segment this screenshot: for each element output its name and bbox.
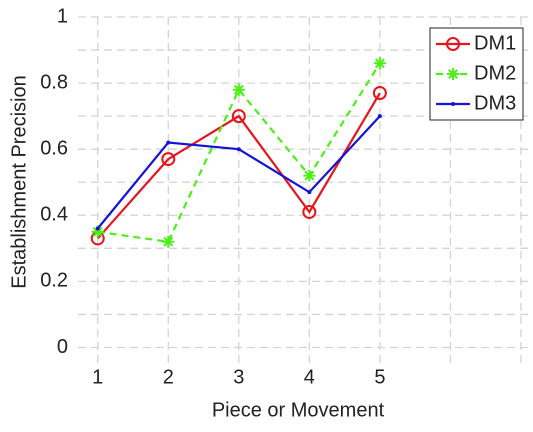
legend-label: DM1: [474, 32, 516, 54]
marker: [307, 190, 312, 195]
y-tick-label: 0.8: [40, 71, 68, 93]
marker: [377, 114, 382, 119]
x-axis-label: Piece or Movement: [212, 399, 385, 421]
marker: [161, 152, 176, 167]
marker: [303, 169, 316, 182]
x-tick-label: 2: [163, 366, 174, 388]
marker: [166, 140, 171, 145]
x-tick-label: 4: [304, 366, 315, 388]
y-tick-label: 0.4: [40, 204, 68, 226]
marker: [236, 147, 241, 152]
y-tick-label: 0: [57, 336, 68, 358]
y-tick-label: 1: [57, 5, 68, 27]
legend-marker: [451, 102, 455, 106]
marker: [302, 204, 317, 219]
legend-marker: [446, 37, 460, 51]
marker: [372, 86, 387, 101]
marker: [162, 235, 175, 248]
legend-marker: [447, 68, 459, 80]
marker: [95, 226, 100, 231]
marker: [231, 109, 246, 124]
x-tick-label: 1: [92, 366, 103, 388]
marker: [373, 57, 386, 70]
legend-label: DM2: [474, 62, 516, 84]
x-tick-label: 5: [374, 366, 385, 388]
legend-label: DM3: [474, 92, 516, 114]
y-axis-label: Establishment Precision: [8, 75, 30, 288]
series-line: [96, 115, 381, 230]
marker: [91, 225, 104, 238]
x-tick-label: 3: [233, 366, 244, 388]
marker: [232, 83, 245, 96]
y-tick-label: 0.6: [40, 137, 68, 159]
y-tick-label: 0.2: [40, 270, 68, 292]
series-line: [96, 92, 381, 240]
